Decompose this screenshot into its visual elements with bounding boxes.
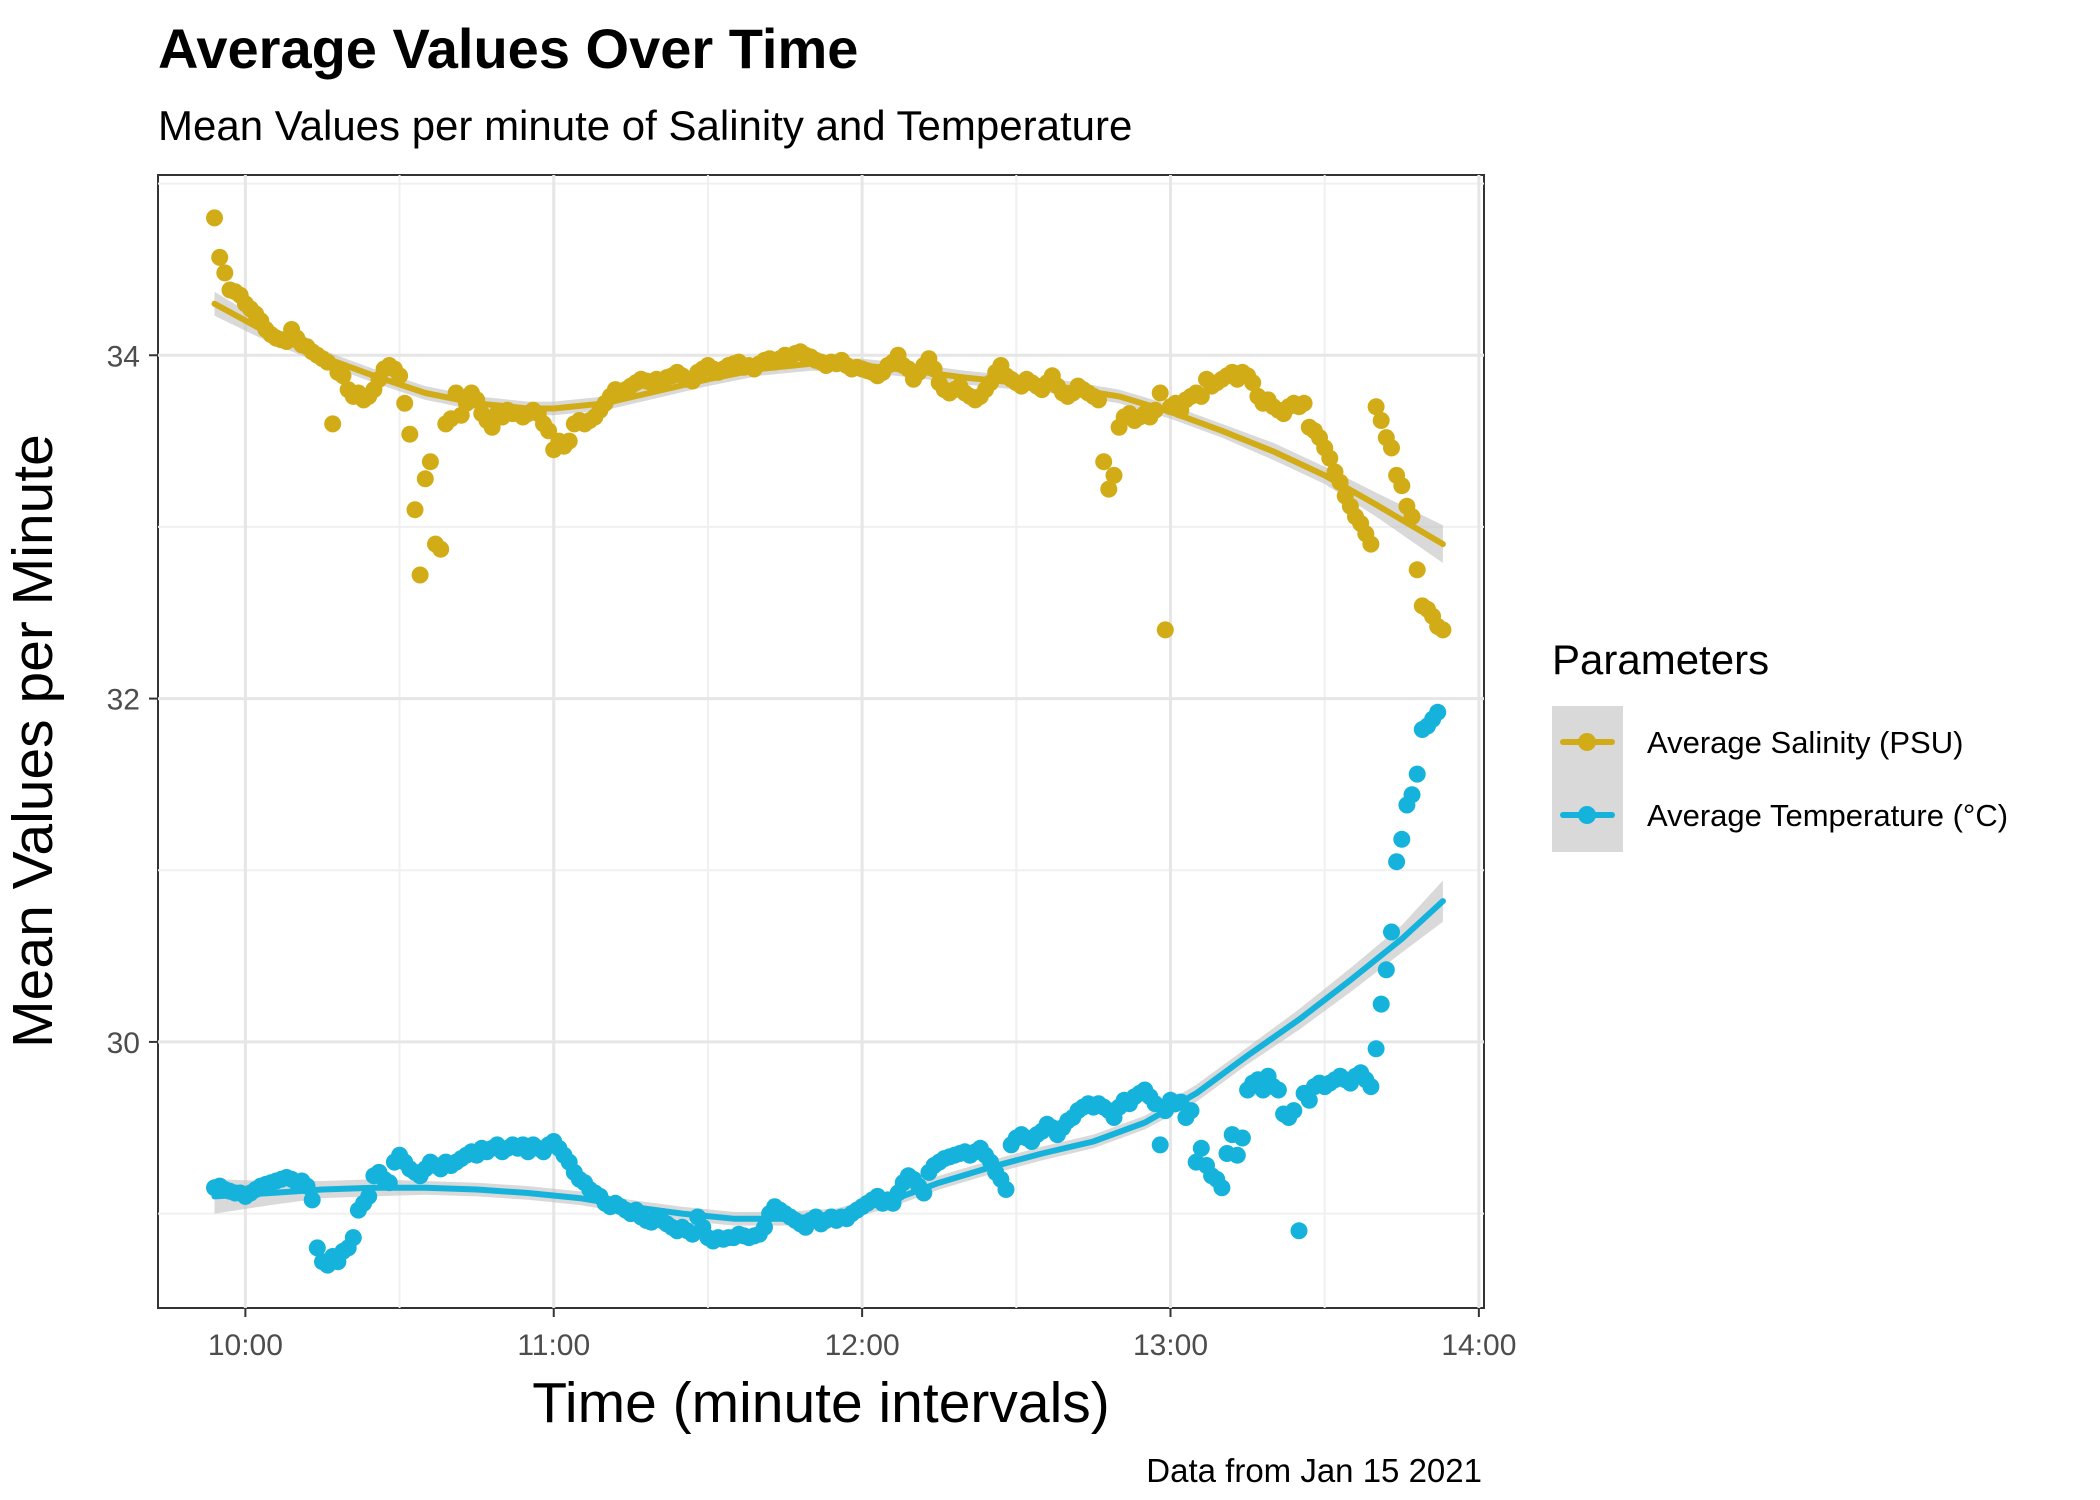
- point-temperature: [1269, 1081, 1287, 1099]
- point-temperature: [756, 1218, 773, 1236]
- point-salinity: [211, 248, 229, 266]
- point-temperature: [1290, 1222, 1308, 1240]
- point-temperature: [1362, 1078, 1380, 1096]
- y-tick-label: 34: [107, 340, 140, 373]
- point-salinity: [334, 367, 352, 385]
- legend-key-temperature: [1552, 779, 1623, 852]
- data-points: [206, 209, 1452, 1274]
- point-salinity: [1434, 621, 1452, 639]
- point-salinity: [1192, 387, 1210, 405]
- point-temperature: [1151, 1136, 1169, 1154]
- point-salinity: [216, 264, 234, 282]
- x-tick-label: 11:00: [517, 1329, 590, 1362]
- point-salinity: [432, 540, 450, 558]
- chart-subtitle: Mean Values per minute of Salinity and T…: [158, 102, 1133, 149]
- point-salinity: [1156, 621, 1174, 639]
- point-temperature: [1408, 765, 1426, 783]
- point-salinity: [1408, 561, 1426, 579]
- point-salinity: [1100, 480, 1118, 498]
- point-salinity: [540, 422, 558, 440]
- legend-item-temperature: Average Temperature (°C): [1552, 779, 2008, 852]
- legend-dot-salinity: [1578, 733, 1596, 751]
- point-salinity: [1383, 439, 1400, 457]
- legend-key-salinity: [1552, 706, 1623, 779]
- point-temperature: [303, 1191, 321, 1209]
- point-salinity: [1372, 412, 1390, 429]
- point-temperature: [1285, 1102, 1303, 1120]
- point-temperature: [1429, 703, 1447, 721]
- point-temperature: [1383, 923, 1400, 941]
- point-salinity: [1105, 466, 1123, 484]
- axis-ticks: 10:00 11:00 12:00 13:00 14:00 30 32 34: [107, 340, 1517, 1362]
- point-temperature: [997, 1181, 1015, 1198]
- legend-item-salinity: Average Salinity (PSU): [1552, 706, 2008, 779]
- smooth-line-temperature: [211, 898, 1446, 1222]
- chart-title: Average Values Over Time: [158, 17, 859, 80]
- point-salinity: [1321, 449, 1339, 467]
- legend-label-salinity: Average Salinity (PSU): [1647, 724, 1964, 760]
- grid-lines: [158, 175, 1484, 1308]
- point-salinity: [1362, 535, 1380, 553]
- y-tick-label: 30: [107, 1027, 140, 1060]
- legend-title: Parameters: [1552, 636, 1770, 683]
- legend-dot-temperature: [1578, 806, 1596, 824]
- chart-caption: Data from Jan 15 2021: [1146, 1452, 1482, 1489]
- point-salinity: [1393, 477, 1411, 495]
- point-salinity: [396, 394, 414, 412]
- legend: Parameters Average Salinity (PSU) Averag…: [1552, 636, 2008, 852]
- x-axis-title: Time (minute intervals): [532, 1371, 1110, 1435]
- point-temperature: [1377, 961, 1395, 979]
- x-tick-label: 12:00: [825, 1329, 900, 1362]
- point-temperature: [1233, 1129, 1251, 1147]
- point-temperature: [1403, 786, 1421, 804]
- point-salinity: [1095, 453, 1113, 471]
- point-salinity: [1244, 374, 1262, 392]
- y-tick-label: 32: [107, 684, 140, 717]
- x-tick-label: 14:00: [1441, 1329, 1516, 1362]
- point-salinity: [1367, 398, 1385, 416]
- point-temperature: [1393, 830, 1411, 848]
- point-temperature: [1372, 995, 1390, 1013]
- plot-panel: [157, 174, 1485, 1309]
- point-temperature: [1367, 1040, 1385, 1058]
- point-temperature: [308, 1239, 326, 1257]
- point-temperature: [1388, 853, 1406, 871]
- x-tick-label: 13:00: [1133, 1329, 1208, 1362]
- legend-label-temperature: Average Temperature (°C): [1647, 797, 2009, 833]
- point-salinity: [416, 470, 434, 488]
- point-salinity: [1151, 384, 1169, 402]
- confidence-band-salinity: [214, 291, 1443, 563]
- point-temperature: [1300, 1091, 1318, 1109]
- point-salinity: [421, 453, 439, 471]
- point-salinity: [406, 501, 424, 519]
- point-temperature: [360, 1187, 378, 1205]
- point-salinity: [401, 425, 419, 443]
- point-temperature: [1192, 1139, 1210, 1157]
- point-temperature: [1182, 1102, 1200, 1120]
- point-salinity: [206, 209, 223, 227]
- smooth-line-salinity: [211, 300, 1446, 548]
- smooth-lines: [211, 300, 1446, 1222]
- y-axis-title: Mean Values per Minute: [1, 434, 65, 1048]
- point-temperature: [1228, 1146, 1246, 1164]
- point-salinity: [1295, 394, 1313, 412]
- point-temperature: [1213, 1179, 1231, 1197]
- x-tick-label: 10:00: [208, 1329, 283, 1362]
- point-salinity: [324, 415, 342, 433]
- point-salinity: [411, 566, 429, 584]
- point-temperature: [344, 1229, 362, 1247]
- point-salinity: [560, 432, 578, 450]
